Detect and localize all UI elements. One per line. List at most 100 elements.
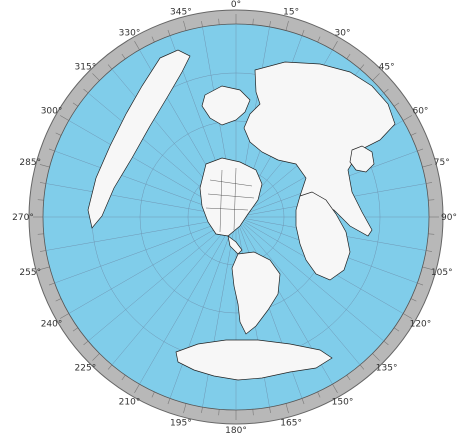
- meridian-line: [45, 218, 227, 251]
- ring-tick: [134, 383, 140, 393]
- ring-tick: [151, 391, 155, 398]
- ring-tick: [269, 20, 271, 27]
- ring-tick: [410, 298, 417, 302]
- ring-tick: [252, 18, 254, 25]
- state-line: [233, 167, 237, 231]
- ring-tick: [402, 115, 412, 121]
- ring-tick: [55, 298, 62, 302]
- ring-tick: [60, 115, 70, 121]
- ring-tick: [37, 233, 44, 235]
- ring-tick: [167, 398, 171, 405]
- degree-label: 210°: [119, 397, 141, 407]
- ring-tick: [301, 29, 305, 36]
- ring-tick: [332, 383, 338, 393]
- ring-tick: [393, 102, 400, 107]
- ring-tick: [422, 164, 433, 168]
- africa: [295, 191, 351, 281]
- state-lines: [205, 167, 255, 233]
- landmasses: [87, 49, 396, 381]
- ring-tick: [39, 164, 50, 168]
- ring-tick: [134, 41, 140, 51]
- ring-tick: [201, 407, 203, 414]
- degree-label: 225°: [75, 364, 97, 374]
- ring-tick: [48, 282, 55, 286]
- meridian-line: [111, 224, 230, 366]
- ring-tick: [83, 88, 89, 94]
- degree-label: 165°: [280, 419, 302, 429]
- ring-tick: [60, 313, 70, 319]
- degree-label: 270°: [12, 213, 34, 223]
- state-line: [207, 193, 255, 199]
- ring-tick: [346, 374, 351, 381]
- ring-tick: [426, 250, 433, 252]
- ring-tick: [183, 20, 187, 31]
- ring-tick: [121, 374, 126, 381]
- degree-label: 0°: [231, 0, 241, 10]
- degree-label: 90°: [441, 213, 457, 223]
- ring-tick: [39, 250, 46, 252]
- south-america: [231, 251, 281, 335]
- ring-tick: [48, 148, 55, 152]
- degree-label: 300°: [41, 107, 63, 117]
- degree-label: 60°: [412, 107, 428, 117]
- ring-tick: [417, 282, 424, 286]
- ring-tick: [417, 148, 424, 152]
- degree-label: 120°: [410, 320, 432, 330]
- degree-label: 255°: [19, 268, 41, 278]
- degree-label: 75°: [434, 158, 450, 168]
- ring-tick: [359, 364, 365, 370]
- ring-tick: [428, 199, 435, 201]
- ring-tick: [383, 340, 389, 346]
- ring-tick: [402, 313, 412, 319]
- ring-tick: [359, 64, 365, 70]
- ring-tick: [201, 20, 203, 27]
- ring-tick: [107, 364, 113, 370]
- state-line: [209, 179, 253, 187]
- ring-tick: [410, 132, 417, 136]
- degree-label: 30°: [335, 29, 351, 39]
- meridian-line: [139, 225, 232, 385]
- ring-tick: [317, 36, 321, 43]
- ring-tick: [269, 407, 271, 414]
- ring-tick: [346, 53, 351, 60]
- ring-tick: [92, 353, 100, 361]
- north-america: [199, 157, 263, 237]
- australia: [349, 145, 375, 173]
- degree-ring-ticks: [33, 14, 439, 420]
- ring-tick: [72, 327, 79, 332]
- meridian-line: [68, 221, 228, 314]
- ring-tick: [428, 233, 435, 235]
- degree-label: 330°: [119, 29, 141, 39]
- ring-tick: [426, 182, 433, 184]
- ring-tick: [37, 199, 44, 201]
- meridian-line: [54, 220, 227, 284]
- degree-label: 345°: [170, 7, 192, 17]
- greenland: [201, 85, 251, 126]
- ring-tick: [83, 340, 89, 346]
- meridian-line: [54, 150, 227, 214]
- ring-tick: [55, 132, 62, 136]
- degree-labels: 0° 15° 30° 45° 60° 75° 90° 105° 120° 135° 150° 165°…: [12, 0, 457, 434]
- ring-tick: [92, 73, 100, 81]
- meridian-line: [202, 226, 235, 408]
- meridian-line: [242, 224, 361, 366]
- ring-tick: [285, 403, 289, 414]
- degree-label: 315°: [75, 62, 97, 72]
- ring-tick: [72, 102, 79, 107]
- ring-tick: [285, 20, 289, 31]
- meridian-line: [87, 223, 229, 342]
- degree-label: 105°: [431, 268, 453, 278]
- ring-tick: [218, 18, 220, 25]
- ring-tick: [107, 64, 113, 70]
- ring-tick: [39, 182, 46, 184]
- degree-label: 285°: [19, 158, 41, 168]
- degree-ring-outline: [28, 9, 444, 425]
- meridian-line: [243, 223, 385, 342]
- degree-label: 195°: [170, 419, 192, 429]
- ring-tick: [317, 391, 321, 398]
- antarctica-upper: [87, 49, 191, 229]
- degree-label: 180°: [225, 426, 247, 434]
- ring-tick: [372, 353, 380, 361]
- degree-label: 135°: [376, 364, 398, 374]
